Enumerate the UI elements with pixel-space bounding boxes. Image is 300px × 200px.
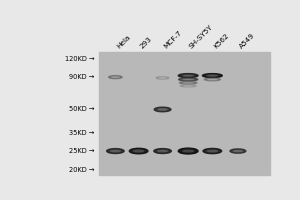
Text: 35KD →: 35KD →: [69, 130, 94, 136]
Bar: [99, 52, 270, 175]
Ellipse shape: [154, 149, 171, 154]
Ellipse shape: [183, 150, 194, 152]
Ellipse shape: [158, 109, 167, 110]
Ellipse shape: [112, 77, 119, 78]
Ellipse shape: [202, 74, 222, 78]
Ellipse shape: [156, 77, 169, 79]
Text: Hela: Hela: [116, 34, 131, 50]
Ellipse shape: [207, 75, 218, 76]
Ellipse shape: [179, 82, 197, 84]
Ellipse shape: [134, 150, 144, 152]
Ellipse shape: [208, 79, 217, 80]
Ellipse shape: [183, 79, 194, 80]
Ellipse shape: [207, 150, 218, 152]
Ellipse shape: [129, 148, 148, 154]
Ellipse shape: [158, 150, 167, 152]
Ellipse shape: [234, 150, 242, 152]
Ellipse shape: [183, 82, 193, 83]
Text: A549: A549: [238, 33, 256, 50]
Ellipse shape: [178, 74, 198, 78]
Text: 20KD →: 20KD →: [69, 167, 94, 173]
Ellipse shape: [183, 75, 194, 76]
Ellipse shape: [107, 149, 124, 154]
Ellipse shape: [111, 150, 120, 152]
Text: 50KD →: 50KD →: [69, 106, 94, 112]
Text: 90KD →: 90KD →: [69, 74, 94, 80]
Ellipse shape: [154, 107, 171, 112]
Text: SH-SY5Y: SH-SY5Y: [188, 24, 214, 50]
Ellipse shape: [159, 77, 166, 78]
Ellipse shape: [180, 85, 196, 87]
Ellipse shape: [178, 148, 198, 154]
Text: K562: K562: [212, 33, 230, 50]
Ellipse shape: [109, 76, 122, 79]
Ellipse shape: [178, 78, 198, 81]
Ellipse shape: [203, 148, 222, 154]
Text: 120KD →: 120KD →: [65, 56, 94, 62]
Text: MCF-7: MCF-7: [163, 30, 183, 50]
Text: 25KD →: 25KD →: [69, 148, 94, 154]
Ellipse shape: [204, 78, 220, 81]
Ellipse shape: [230, 149, 246, 153]
Text: 293: 293: [139, 36, 153, 50]
